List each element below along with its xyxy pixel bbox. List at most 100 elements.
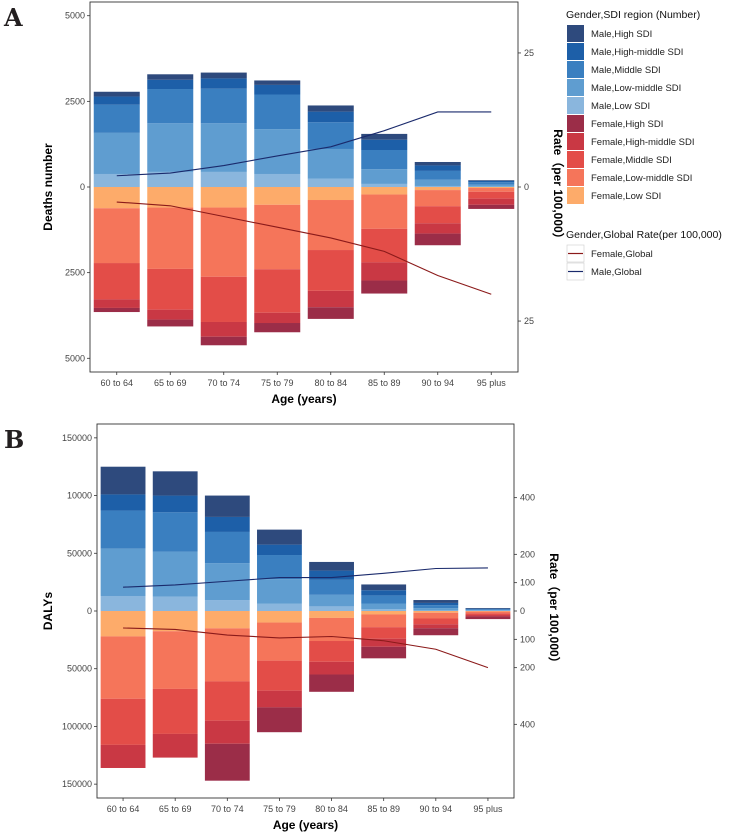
bar-male-high-sdi-75-to-79 xyxy=(254,80,301,85)
y-tick-label: 0 xyxy=(87,606,92,616)
bar-female-low-sdi-75-to-79 xyxy=(257,611,302,623)
x-tick-label: 75 to 79 xyxy=(261,378,294,388)
legend-label-male_high: Male,High SDI xyxy=(591,29,652,40)
bar-female-middle-sdi-80-to-84 xyxy=(309,641,354,662)
bar-male-low-middle-sdi-90-to-94 xyxy=(413,608,459,611)
x-tick-label: 70 to 74 xyxy=(211,804,244,814)
legend-swatch-fem_hm xyxy=(567,133,584,150)
x-tick-label: 90 to 94 xyxy=(420,804,453,814)
bar-female-low-sdi-60-to-64 xyxy=(93,187,140,209)
legend-label-male_lm: Male,Low-middle SDI xyxy=(591,83,681,94)
bar-female-low-sdi-75-to-79 xyxy=(254,187,301,205)
bar-male-low-sdi-60-to-64 xyxy=(93,173,140,187)
y-tick-label: 5000 xyxy=(65,353,85,363)
bar-male-middle-sdi-60-to-64 xyxy=(93,104,140,133)
bar-female-low-middle-sdi-90-to-94 xyxy=(413,612,459,619)
bar-male-high-middle-sdi-60-to-64 xyxy=(93,96,140,105)
bar-female-high-middle-sdi-80-to-84 xyxy=(309,661,354,675)
y-tick-label: 50000 xyxy=(67,664,92,674)
bar-female-low-sdi-95-plus xyxy=(468,187,515,189)
bar-female-low-middle-sdi-90-to-94 xyxy=(414,190,461,207)
y2-tick-label: 200 xyxy=(520,549,535,559)
bar-male-low-middle-sdi-90-to-94 xyxy=(414,179,461,186)
line-female-global xyxy=(123,627,489,669)
legend-swatch-fem_lm xyxy=(567,169,584,186)
legend-label-fem_low: Female,Low SDI xyxy=(591,191,661,202)
bar-female-high-middle-sdi-85-to-89 xyxy=(361,638,407,647)
bar-female-high-middle-sdi-95-plus xyxy=(468,198,515,205)
bar-male-high-sdi-70-to-74 xyxy=(200,72,247,79)
bar-male-low-middle-sdi-80-to-84 xyxy=(309,594,354,607)
legend-title-sdi: Gender,SDI region (Number) xyxy=(566,9,700,21)
bar-male-low-sdi-70-to-74 xyxy=(204,600,250,611)
bar-female-high-sdi-65-to-69 xyxy=(147,319,194,327)
bar-female-low-middle-sdi-65-to-69 xyxy=(147,207,194,269)
y2-tick-label: 400 xyxy=(520,719,535,729)
bar-male-low-middle-sdi-95-plus xyxy=(468,184,515,187)
y-tick-label: 2500 xyxy=(65,268,85,278)
bar-male-high-middle-sdi-70-to-74 xyxy=(204,516,250,532)
bar-male-high-middle-sdi-75-to-79 xyxy=(254,84,301,95)
bar-female-middle-sdi-65-to-69 xyxy=(147,268,194,310)
bar-female-high-middle-sdi-80-to-84 xyxy=(307,290,354,308)
legend: Gender,SDI region (Number) Male,High SDI M… xyxy=(566,9,722,281)
bar-male-high-sdi-90-to-94 xyxy=(413,600,459,603)
bar-female-low-middle-sdi-65-to-69 xyxy=(152,631,198,689)
y2-axis-title: Rate（per 100,000） xyxy=(551,129,566,244)
bar-male-high-middle-sdi-90-to-94 xyxy=(413,602,459,606)
y2-tick-label: 25 xyxy=(524,316,534,326)
bar-female-low-middle-sdi-70-to-74 xyxy=(204,628,250,682)
legend-label-fem_high: Female,High SDI xyxy=(591,119,663,130)
bar-female-middle-sdi-75-to-79 xyxy=(254,269,301,313)
bar-male-low-middle-sdi-80-to-84 xyxy=(307,148,354,179)
x-tick-label: 75 to 79 xyxy=(263,804,296,814)
x-tick-label: 65 to 69 xyxy=(154,378,187,388)
y-axis-title: Deaths number xyxy=(41,143,55,231)
bar-female-middle-sdi-95-plus xyxy=(468,191,515,199)
legend-label-female_rate: Female,Global xyxy=(591,249,653,260)
bar-female-low-sdi-85-to-89 xyxy=(361,187,408,195)
y2-tick-label: 100 xyxy=(520,634,535,644)
bar-male-high-sdi-95-plus xyxy=(468,180,515,181)
bar-female-high-sdi-90-to-94 xyxy=(413,628,459,636)
bar-female-low-sdi-65-to-69 xyxy=(147,187,194,208)
bar-male-high-sdi-85-to-89 xyxy=(361,584,407,591)
bar-male-low-sdi-85-to-89 xyxy=(361,183,408,187)
plot-frame xyxy=(89,1,519,373)
panel-label: B xyxy=(4,425,24,454)
bar-male-middle-sdi-70-to-74 xyxy=(204,531,250,564)
bar-male-high-middle-sdi-90-to-94 xyxy=(414,165,461,171)
bar-male-middle-sdi-90-to-94 xyxy=(414,170,461,180)
bar-female-low-middle-sdi-80-to-84 xyxy=(309,617,354,642)
legend-swatch-male_mid xyxy=(567,61,584,78)
bar-female-middle-sdi-85-to-89 xyxy=(361,627,407,639)
bar-female-middle-sdi-65-to-69 xyxy=(152,688,198,734)
y-tick-label: 2500 xyxy=(65,96,85,106)
bar-male-high-sdi-60-to-64 xyxy=(100,466,146,495)
bar-male-low-sdi-90-to-94 xyxy=(413,610,459,611)
bar-female-high-sdi-60-to-64 xyxy=(93,307,140,313)
bar-male-high-sdi-65-to-69 xyxy=(147,74,194,80)
y-tick-label: 0 xyxy=(80,182,85,192)
bar-female-high-sdi-75-to-79 xyxy=(257,707,302,733)
bar-male-middle-sdi-90-to-94 xyxy=(413,605,459,609)
bar-female-low-sdi-60-to-64 xyxy=(100,611,146,637)
bar-male-low-sdi-75-to-79 xyxy=(254,173,301,187)
bar-male-middle-sdi-70-to-74 xyxy=(200,88,247,124)
legend-swatch-male_lm xyxy=(567,79,584,96)
bar-female-high-sdi-90-to-94 xyxy=(414,233,461,246)
bar-male-high-sdi-95-plus xyxy=(465,607,511,609)
bar-male-low-middle-sdi-60-to-64 xyxy=(100,548,146,596)
bar-female-low-sdi-70-to-74 xyxy=(200,187,247,208)
bar-female-low-sdi-95-plus xyxy=(465,611,511,612)
bar-male-high-middle-sdi-95-plus xyxy=(468,180,515,183)
bar-male-high-sdi-65-to-69 xyxy=(152,471,198,496)
x-tick-label: 60 to 64 xyxy=(100,378,133,388)
legend-label-male_mid: Male,Middle SDI xyxy=(591,65,661,76)
bar-male-high-middle-sdi-80-to-84 xyxy=(309,570,354,580)
bar-male-high-middle-sdi-75-to-79 xyxy=(257,544,302,556)
bar-female-high-sdi-95-plus xyxy=(468,204,515,209)
x-tick-label: 85 to 89 xyxy=(367,804,400,814)
bar-female-high-middle-sdi-85-to-89 xyxy=(361,262,408,281)
bar-male-high-middle-sdi-80-to-84 xyxy=(307,111,354,123)
